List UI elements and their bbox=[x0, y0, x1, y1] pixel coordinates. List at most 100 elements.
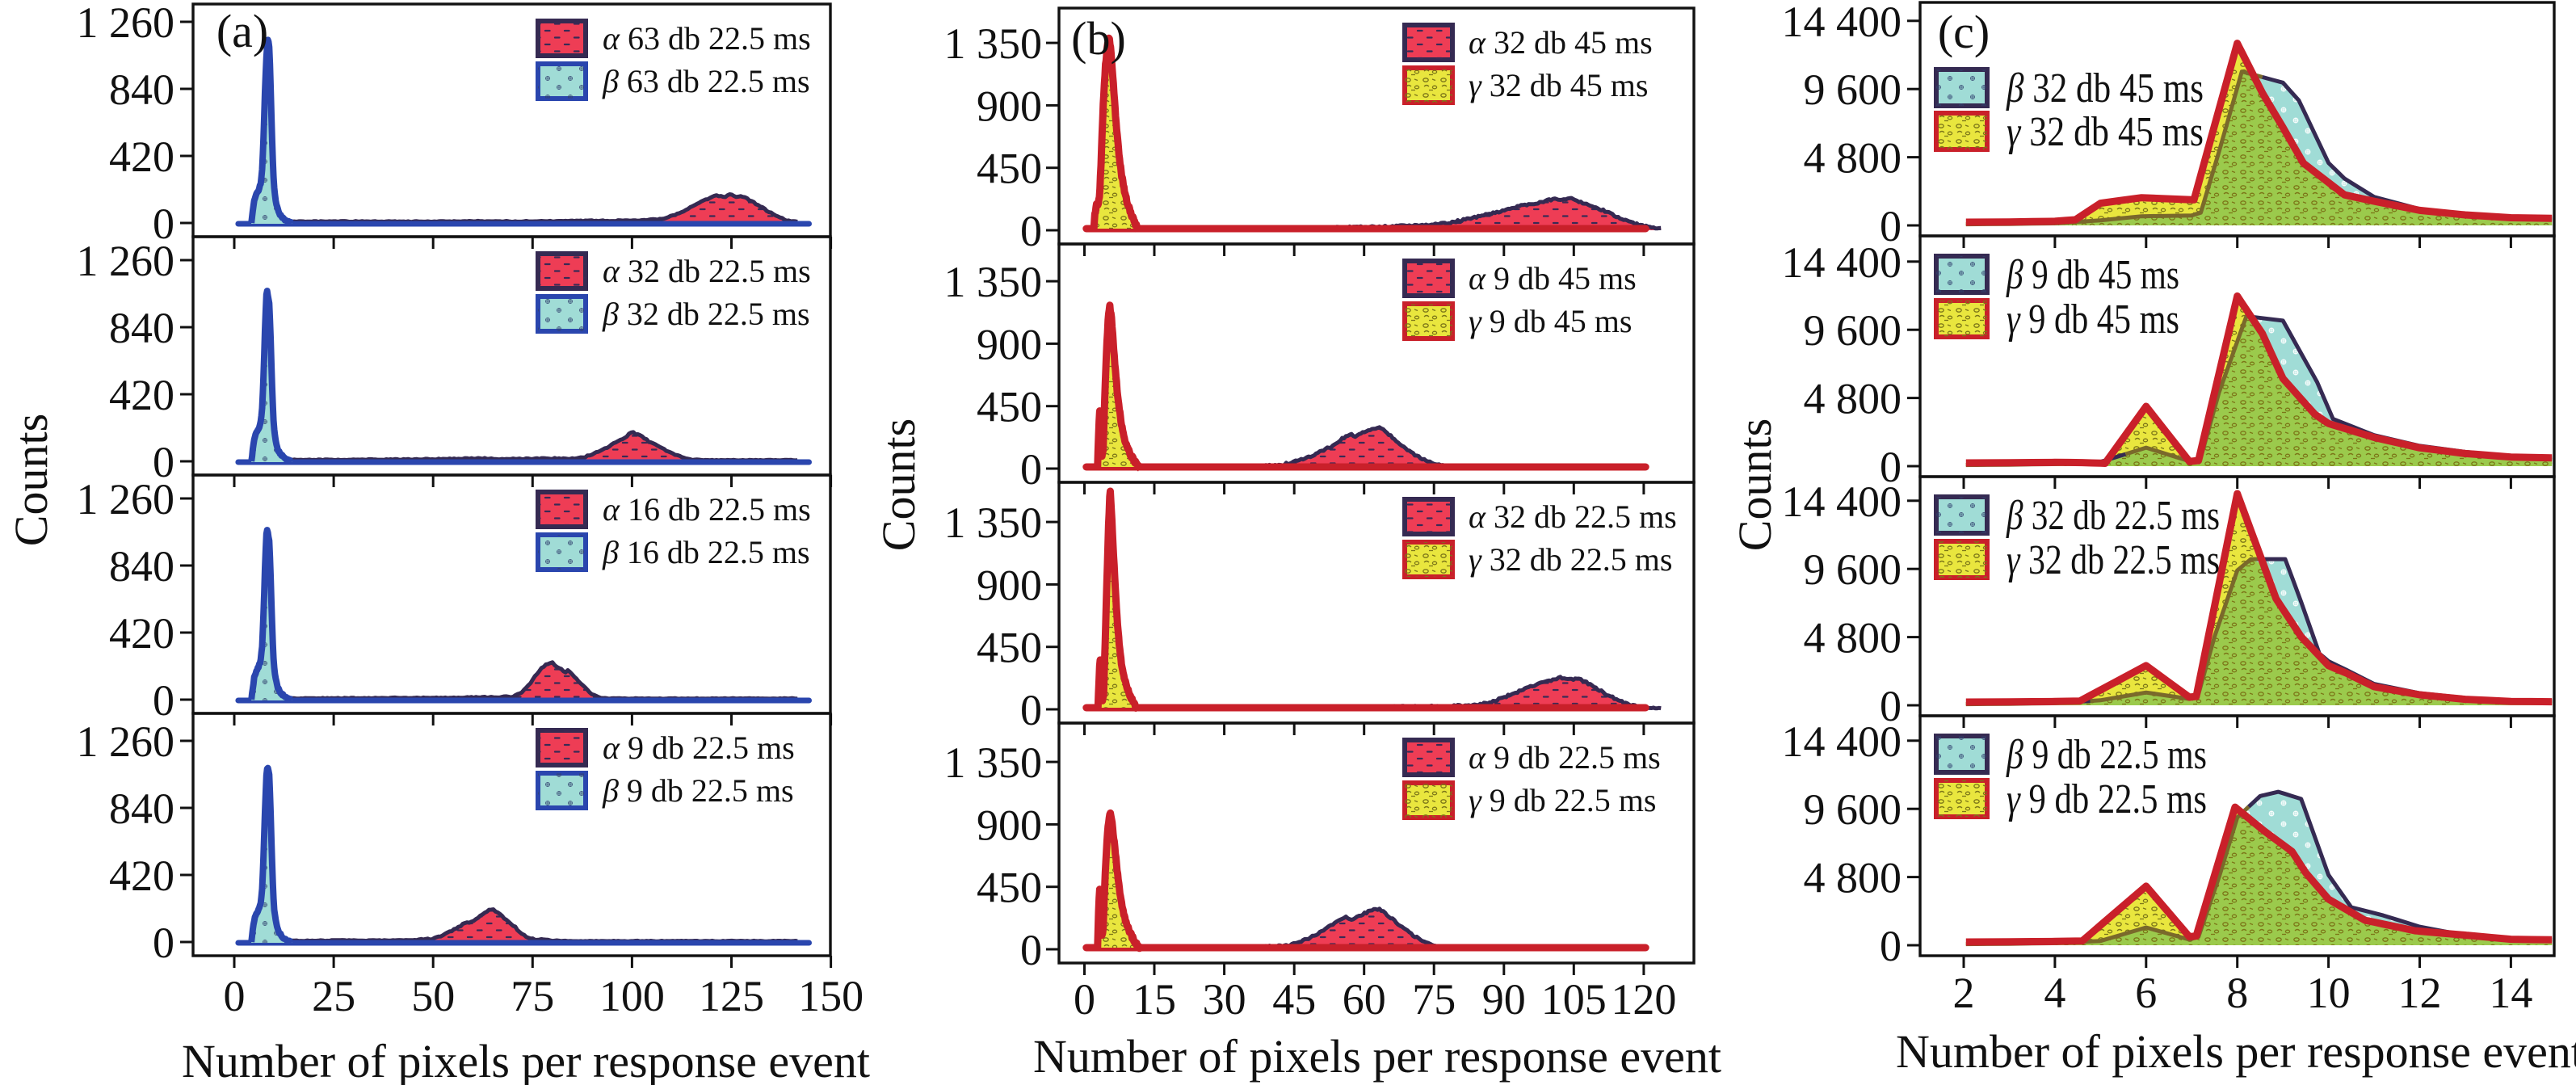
svg-text:0: 0 bbox=[153, 676, 174, 725]
svg-text:900: 900 bbox=[977, 801, 1042, 849]
svg-text:β 32 db 22.5 ms: β 32 db 22.5 ms bbox=[2006, 493, 2220, 539]
svg-text:Counts: Counts bbox=[1729, 418, 1781, 551]
svg-text:(a): (a) bbox=[216, 5, 268, 57]
svg-text:450: 450 bbox=[977, 145, 1042, 193]
svg-text:β 9 db 45 ms: β 9 db 45 ms bbox=[2006, 252, 2179, 298]
svg-text:8: 8 bbox=[2226, 969, 2248, 1017]
svg-text:α 9 db 45 ms: α 9 db 45 ms bbox=[1469, 260, 1637, 296]
svg-text:30: 30 bbox=[1203, 975, 1246, 1024]
svg-text:450: 450 bbox=[977, 864, 1042, 912]
svg-text:420: 420 bbox=[109, 609, 174, 658]
svg-text:420: 420 bbox=[109, 852, 174, 900]
svg-text:α 32 db 22.5 ms: α 32 db 22.5 ms bbox=[1469, 498, 1677, 535]
svg-text:0: 0 bbox=[1880, 922, 1902, 970]
svg-text:4: 4 bbox=[2044, 969, 2065, 1017]
svg-text:9 600: 9 600 bbox=[1804, 65, 1902, 114]
svg-text:4 800: 4 800 bbox=[1804, 134, 1902, 183]
svg-text:125: 125 bbox=[699, 972, 764, 1020]
svg-text:150: 150 bbox=[798, 972, 864, 1020]
svg-text:450: 450 bbox=[977, 383, 1042, 431]
svg-text:γ 32 db 45 ms: γ 32 db 45 ms bbox=[1469, 67, 1648, 103]
svg-text:(b): (b) bbox=[1071, 12, 1126, 65]
svg-text:0: 0 bbox=[153, 438, 174, 486]
svg-text:α 16 db 22.5 ms: α 16 db 22.5 ms bbox=[603, 491, 811, 528]
svg-text:840: 840 bbox=[109, 784, 174, 833]
svg-text:75: 75 bbox=[1412, 975, 1456, 1024]
svg-text:1 260: 1 260 bbox=[77, 475, 175, 524]
svg-text:105: 105 bbox=[1541, 975, 1607, 1024]
svg-text:γ 9 db 45 ms: γ 9 db 45 ms bbox=[2007, 296, 2179, 343]
svg-text:420: 420 bbox=[109, 132, 174, 181]
svg-text:1 350: 1 350 bbox=[944, 258, 1043, 306]
svg-text:2: 2 bbox=[1953, 969, 1975, 1017]
svg-text:0: 0 bbox=[1074, 975, 1095, 1024]
svg-text:900: 900 bbox=[977, 561, 1042, 609]
svg-text:β 9 db 22.5 ms: β 9 db 22.5 ms bbox=[602, 772, 794, 809]
svg-text:γ 9 db 22.5 ms: γ 9 db 22.5 ms bbox=[1469, 782, 1656, 818]
svg-text:6: 6 bbox=[2135, 969, 2157, 1017]
svg-text:1 260: 1 260 bbox=[77, 0, 175, 47]
svg-text:1 260: 1 260 bbox=[77, 717, 175, 766]
svg-text:0: 0 bbox=[224, 972, 246, 1020]
svg-text:4 800: 4 800 bbox=[1804, 375, 1902, 423]
svg-text:450: 450 bbox=[977, 624, 1042, 672]
svg-text:γ 32 db 45 ms: γ 32 db 45 ms bbox=[2007, 109, 2204, 155]
svg-text:β 32 db 22.5 ms: β 32 db 22.5 ms bbox=[602, 296, 810, 332]
svg-text:γ 32 db 22.5 ms: γ 32 db 22.5 ms bbox=[1469, 541, 1672, 578]
svg-text:0: 0 bbox=[1880, 202, 1902, 250]
svg-text:15: 15 bbox=[1133, 975, 1176, 1024]
svg-text:840: 840 bbox=[109, 65, 174, 114]
svg-text:14 400: 14 400 bbox=[1782, 238, 1902, 287]
svg-text:β 63 db 22.5 ms: β 63 db 22.5 ms bbox=[602, 63, 810, 99]
svg-text:0: 0 bbox=[1020, 686, 1042, 734]
svg-text:14 400: 14 400 bbox=[1782, 0, 1902, 46]
svg-text:Number of pixels per response: Number of pixels per response event bbox=[1896, 1025, 2576, 1078]
svg-text:1 350: 1 350 bbox=[944, 19, 1043, 68]
svg-text:12: 12 bbox=[2398, 969, 2442, 1017]
svg-text:Number of pixels per response: Number of pixels per response event bbox=[182, 1035, 870, 1085]
svg-text:0: 0 bbox=[1880, 682, 1902, 730]
svg-text:4 800: 4 800 bbox=[1804, 614, 1902, 662]
svg-text:9 600: 9 600 bbox=[1804, 545, 1902, 594]
svg-text:1 350: 1 350 bbox=[944, 738, 1043, 787]
svg-text:50: 50 bbox=[411, 972, 455, 1020]
svg-text:(c): (c) bbox=[1938, 6, 1990, 58]
svg-text:25: 25 bbox=[312, 972, 355, 1020]
svg-text:1 260: 1 260 bbox=[77, 237, 175, 285]
svg-text:420: 420 bbox=[109, 371, 174, 419]
svg-text:0: 0 bbox=[1020, 445, 1042, 494]
svg-text:α 9 db 22.5 ms: α 9 db 22.5 ms bbox=[1469, 739, 1661, 776]
svg-text:0: 0 bbox=[153, 919, 174, 967]
svg-text:α 32 db 22.5 ms: α 32 db 22.5 ms bbox=[603, 253, 811, 289]
svg-text:45: 45 bbox=[1272, 975, 1316, 1024]
svg-text:Number of pixels per response: Number of pixels per response event bbox=[1033, 1030, 1721, 1083]
svg-text:900: 900 bbox=[977, 82, 1042, 130]
svg-text:14: 14 bbox=[2489, 969, 2532, 1017]
svg-text:60: 60 bbox=[1343, 975, 1386, 1024]
svg-text:9 600: 9 600 bbox=[1804, 785, 1902, 834]
svg-text:100: 100 bbox=[599, 972, 665, 1020]
svg-text:α 63 db 22.5 ms: α 63 db 22.5 ms bbox=[603, 20, 811, 57]
svg-text:α 32 db 45 ms: α 32 db 45 ms bbox=[1469, 24, 1653, 61]
svg-text:0: 0 bbox=[1020, 207, 1042, 255]
svg-text:0: 0 bbox=[1020, 926, 1042, 974]
svg-text:Counts: Counts bbox=[872, 418, 925, 551]
svg-text:0: 0 bbox=[1880, 443, 1902, 491]
svg-text:γ 32 db 22.5 ms: γ 32 db 22.5 ms bbox=[2007, 537, 2220, 583]
svg-text:14 400: 14 400 bbox=[1782, 717, 1902, 766]
svg-text:840: 840 bbox=[109, 542, 174, 591]
svg-text:840: 840 bbox=[109, 304, 174, 352]
svg-text:β 9 db 22.5 ms: β 9 db 22.5 ms bbox=[2006, 732, 2207, 778]
svg-text:Counts: Counts bbox=[5, 414, 57, 546]
svg-text:90: 90 bbox=[1482, 975, 1526, 1024]
svg-text:γ 9 db 45 ms: γ 9 db 45 ms bbox=[1469, 303, 1632, 339]
svg-text:900: 900 bbox=[977, 320, 1042, 368]
svg-text:4 800: 4 800 bbox=[1804, 854, 1902, 902]
svg-text:10: 10 bbox=[2307, 969, 2351, 1017]
svg-text:γ 9 db 22.5 ms: γ 9 db 22.5 ms bbox=[2007, 776, 2207, 822]
svg-text:0: 0 bbox=[153, 200, 174, 248]
svg-text:120: 120 bbox=[1611, 975, 1676, 1024]
svg-text:β 32 db 45 ms: β 32 db 45 ms bbox=[2006, 65, 2204, 111]
svg-text:β 16 db 22.5 ms: β 16 db 22.5 ms bbox=[602, 534, 810, 570]
svg-text:75: 75 bbox=[511, 972, 554, 1020]
